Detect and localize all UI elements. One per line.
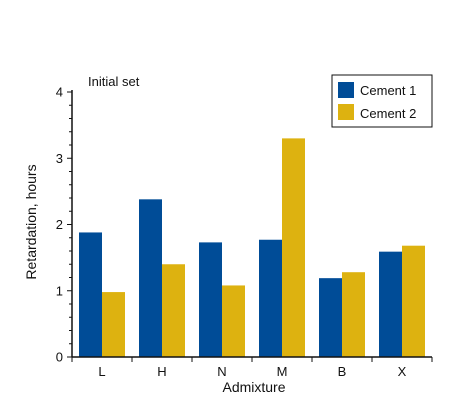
x-tick-label: B	[338, 364, 347, 379]
bar-cement-1-x	[379, 251, 402, 357]
x-tick-label: M	[277, 364, 288, 379]
bar-cement-1-b	[319, 278, 342, 357]
y-tick-label: 1	[56, 283, 63, 298]
legend-swatch-cement-1	[338, 82, 354, 98]
bar-cement-2-b	[342, 272, 365, 357]
legend: Cement 1 Cement 2	[331, 74, 433, 128]
bar-cement-2-x	[402, 245, 425, 357]
y-axis-title: Retardation, hours	[23, 164, 39, 279]
y-tick-label: 2	[56, 217, 63, 232]
bar-cement-1-h	[139, 199, 162, 357]
x-tick-label: H	[157, 364, 166, 379]
bar-cement-2-m	[282, 138, 305, 357]
legend-label-cement-1: Cement 1	[360, 83, 416, 98]
x-tick-label: L	[98, 364, 105, 379]
bar-cement-1-n	[199, 242, 222, 357]
bar-cement-1-l	[79, 232, 102, 357]
bar-cement-2-h	[162, 264, 185, 357]
legend-swatch-cement-2	[338, 104, 354, 120]
bar-cement-1-m	[259, 239, 282, 357]
y-tick-label: 4	[56, 85, 63, 100]
chart-annotation: Initial set	[88, 74, 140, 89]
x-axis-title: Admixture	[222, 379, 285, 395]
legend-label-cement-2: Cement 2	[360, 106, 416, 121]
y-tick-label: 0	[56, 350, 63, 365]
y-ticks: 0 1 2 3 4	[56, 85, 72, 365]
bars-group	[79, 138, 425, 357]
bar-cement-2-n	[222, 285, 245, 357]
bar-cement-2-l	[102, 292, 125, 357]
x-tick-label: N	[217, 364, 226, 379]
x-tick-label: X	[398, 364, 407, 379]
y-tick-label: 3	[56, 151, 63, 166]
